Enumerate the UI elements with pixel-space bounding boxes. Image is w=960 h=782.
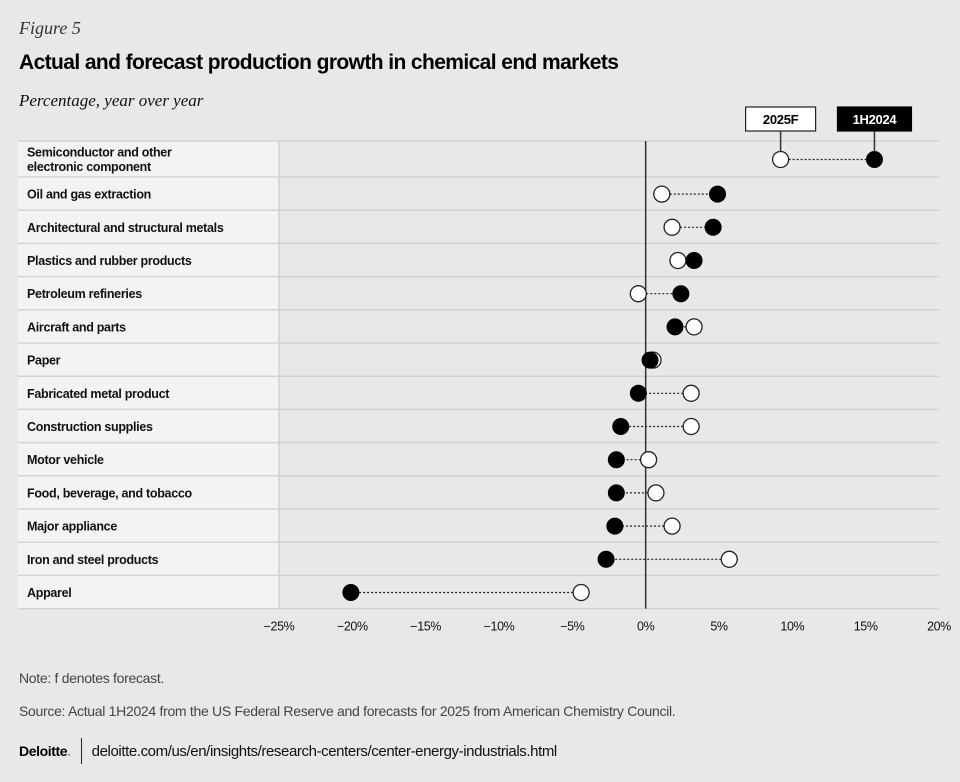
point-1h2024 xyxy=(612,418,630,435)
point-2025f xyxy=(653,185,671,203)
point-1h2024 xyxy=(865,151,883,168)
row-label: Aircraft and parts xyxy=(27,320,126,334)
footer-url[interactable]: deloitte.com/us/en/insights/research-cen… xyxy=(91,742,558,760)
row-label: Iron and steel products xyxy=(27,553,159,567)
point-2025f xyxy=(685,318,703,336)
row-label-line: Oil and gas extraction xyxy=(27,188,151,202)
logo-dot: . xyxy=(67,743,71,759)
row-label-line: Paper xyxy=(27,354,61,368)
row-label-line: Iron and steel products xyxy=(27,553,159,567)
x-tick-label: −5% xyxy=(560,620,584,634)
note-text: Note: f denotes forecast. xyxy=(19,670,165,686)
x-tick-label: 0% xyxy=(637,620,655,634)
row-label: Major appliance xyxy=(27,520,117,534)
row-label: Paper xyxy=(27,354,61,368)
row-label: Semiconductor and other electronic compon… xyxy=(27,146,172,175)
point-2025f xyxy=(771,150,790,169)
row-label: Architectural and structural metals xyxy=(27,221,224,235)
row-label-line: Plastics and rubber products xyxy=(27,254,192,268)
point-1h2024 xyxy=(607,451,625,469)
source-text: Source: Actual 1H2024 from the US Federa… xyxy=(19,703,676,719)
point-1h2024 xyxy=(709,185,727,203)
x-tick-label: 10% xyxy=(780,620,804,634)
footer-divider xyxy=(80,738,82,764)
row-label-line: Petroleum refineries xyxy=(27,287,142,301)
row-label: Plastics and rubber products xyxy=(27,254,192,268)
x-tick-label: 5% xyxy=(710,620,728,634)
row-label-line: Architectural and structural metals xyxy=(27,221,224,235)
chart-subtitle: Percentage, year over year xyxy=(19,91,204,110)
label-column-bg xyxy=(18,141,279,609)
footer: Deloitte. deloitte.com/us/en/insights/re… xyxy=(19,738,557,764)
point-1h2024 xyxy=(685,252,703,269)
point-1h2024 xyxy=(607,484,625,502)
point-1h2024 xyxy=(606,517,624,535)
point-2025f xyxy=(682,417,700,436)
point-1h2024 xyxy=(597,550,615,568)
legend-label-1h2024: 1H2024 xyxy=(853,112,898,127)
x-tick-label: −20% xyxy=(337,620,368,634)
point-1h2024 xyxy=(666,318,684,336)
legend-box-1h2024 xyxy=(836,106,913,132)
row-label-line: Fabricated metal product xyxy=(27,387,170,401)
point-2025f xyxy=(663,218,681,236)
point-2025f xyxy=(669,251,687,270)
x-tick-label: −15% xyxy=(410,620,441,634)
row-label-line: Food, beverage, and tobacco xyxy=(27,486,193,500)
x-tick-label: −25% xyxy=(264,620,295,634)
legend-label-2025f: 2025F xyxy=(763,112,799,127)
row-label: Oil and gas extraction xyxy=(27,188,151,202)
row-label: Apparel xyxy=(27,586,71,600)
point-2025f xyxy=(682,384,700,402)
x-tick-label: 20% xyxy=(927,620,951,634)
x-tick-label: −10% xyxy=(484,620,515,634)
row-label: Food, beverage, and tobacco xyxy=(27,486,193,500)
deloitte-logo: Deloitte. xyxy=(19,743,71,759)
point-2025f xyxy=(629,285,647,303)
dumbbell-chart: −25% −20% −15% −10% −5% 0% 5% 10% 15% 20% Semicond… xyxy=(18,106,952,634)
point-2025f xyxy=(720,550,738,568)
row-label: Construction supplies xyxy=(27,420,153,434)
row-label: Petroleum refineries xyxy=(27,287,142,301)
row-label-line: Aircraft and parts xyxy=(27,320,126,334)
row-label-line: Major appliance xyxy=(27,520,117,534)
logo-text: Deloitte xyxy=(19,743,68,759)
row-label-line: Construction supplies xyxy=(27,420,153,434)
row-label-line: Apparel xyxy=(27,586,71,600)
row-label: Fabricated metal product xyxy=(27,387,170,401)
point-2025f xyxy=(663,517,681,535)
legend-box-2025f xyxy=(744,106,817,132)
x-tick-label: 15% xyxy=(854,620,878,634)
point-2025f xyxy=(647,484,665,502)
chart-title: Actual and forecast production growth in… xyxy=(19,51,619,74)
point-1h2024 xyxy=(629,384,647,402)
point-2025f xyxy=(572,583,590,602)
row-label-line: Motor vehicle xyxy=(27,453,104,467)
point-2025f xyxy=(639,451,658,469)
figure-label: Figure 5 xyxy=(19,18,81,38)
row-label-line: electronic component xyxy=(27,160,152,174)
row-label-line: Semiconductor and other xyxy=(27,146,172,160)
point-1h2024 xyxy=(672,285,690,303)
point-1h2024 xyxy=(704,218,722,236)
point-1h2024 xyxy=(342,584,360,601)
point-1h2024 xyxy=(641,351,659,369)
row-label: Motor vehicle xyxy=(27,453,104,467)
